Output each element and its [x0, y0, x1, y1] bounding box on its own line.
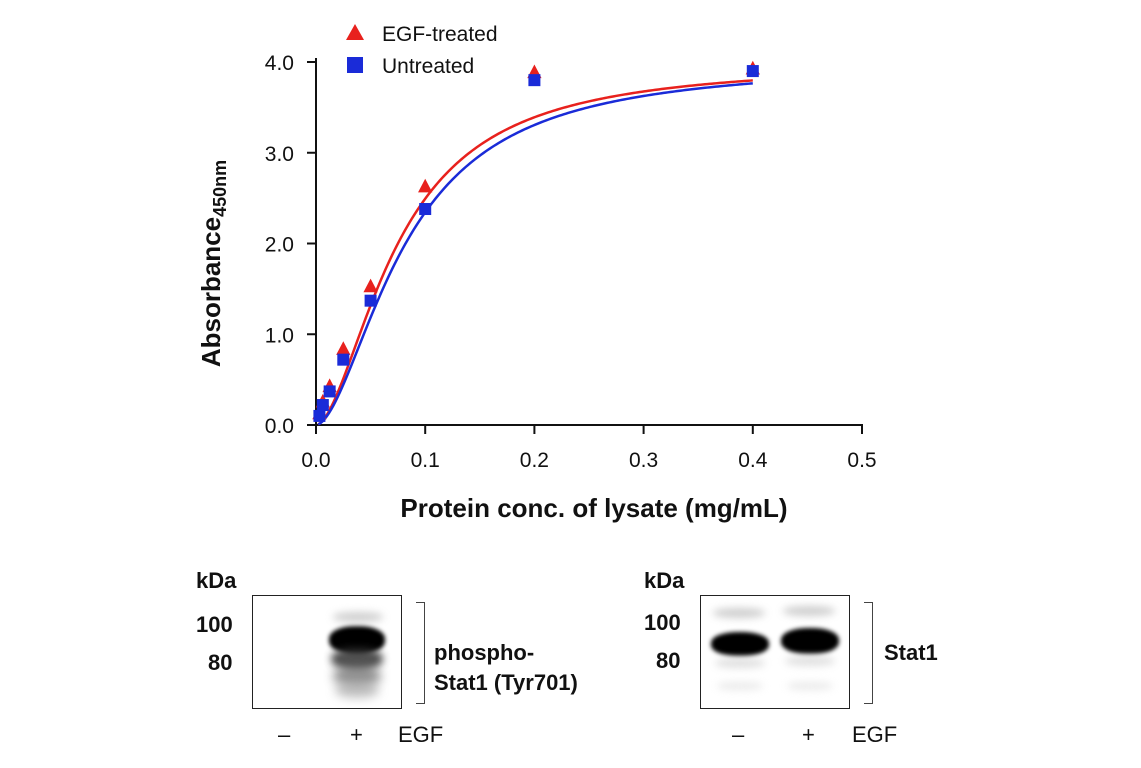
legend-label: Untreated	[382, 55, 474, 78]
band-top-left	[713, 608, 765, 618]
data-point-square	[316, 399, 329, 412]
x-tick-label: 0.0	[301, 449, 330, 472]
band-main-right	[781, 628, 839, 654]
band-lower-right	[785, 656, 835, 666]
data-point-triangle	[363, 278, 378, 293]
band-bottom-right	[787, 682, 833, 690]
lane-plus: +	[802, 722, 815, 747]
data-point-square	[337, 353, 350, 366]
chart-axes: 0.0 0.1 0.2 0.3 0.4 0.5 0.0 1.0 2.0 3.0 4.0 Protein…	[196, 52, 877, 523]
lane-minus: –	[732, 722, 745, 747]
treatment-label: EGF	[852, 722, 898, 747]
band-lower-left	[715, 658, 765, 668]
elisa-chart: 0.0 0.1 0.2 0.3 0.4 0.5 0.0 1.0 2.0 3.0 4.0 Protein…	[196, 23, 877, 523]
target-label-line1: Stat1	[884, 640, 938, 665]
data-point-triangle	[336, 341, 351, 355]
data-points	[312, 60, 760, 422]
band-smear-2	[333, 666, 381, 686]
y-tick-label: 2.0	[265, 234, 294, 257]
x-tick-label: 0.1	[411, 449, 440, 472]
series-egf-treated	[312, 60, 760, 420]
blot-bracket	[416, 602, 425, 704]
legend-marker-triangle	[346, 24, 364, 40]
x-tick-label: 0.2	[520, 449, 549, 472]
blot-image	[700, 595, 850, 709]
marker-80: 80	[656, 648, 681, 673]
band-main-left	[711, 632, 769, 656]
fit-curves	[317, 79, 753, 426]
data-point-square	[746, 65, 759, 78]
lane-minus: –	[278, 722, 291, 747]
target-label-line2: Stat1 (Tyr701)	[434, 670, 578, 695]
data-point-square	[528, 74, 541, 87]
x-tick-label: 0.3	[629, 449, 658, 472]
chart-legend: EGF-treated Untreated	[346, 23, 498, 78]
target-label-line1: phospho-	[434, 640, 535, 665]
data-point-square	[313, 409, 326, 422]
legend-label: EGF-treated	[382, 23, 498, 46]
data-point-square	[323, 385, 336, 398]
data-point-square	[364, 294, 377, 307]
kda-label: kDa	[644, 568, 685, 593]
y-axis-label: Absorbance450nm	[196, 160, 230, 367]
marker-100: 100	[644, 610, 681, 635]
lane-plus: +	[350, 722, 363, 747]
y-tick-label: 1.0	[265, 324, 294, 347]
band-top-faint	[333, 612, 383, 622]
data-point-square	[419, 203, 432, 216]
treatment-label: EGF	[398, 722, 444, 747]
band-smear-1	[331, 648, 383, 670]
x-tick-label: 0.4	[738, 449, 768, 472]
band-smear-3	[335, 682, 379, 698]
y-tick-label: 3.0	[265, 143, 294, 166]
marker-100: 100	[196, 612, 233, 637]
y-tick-label: 0.0	[265, 415, 294, 438]
x-axis-label: Protein conc. of lysate (mg/mL)	[400, 493, 787, 523]
kda-label: kDa	[196, 568, 237, 593]
data-point-triangle	[418, 178, 433, 193]
fit-curve-untreated	[317, 82, 753, 426]
x-tick-label: 0.5	[847, 449, 876, 472]
marker-80: 80	[208, 650, 233, 675]
blot-image	[252, 595, 402, 709]
legend-marker-square	[347, 57, 363, 73]
series-untreated	[313, 65, 759, 422]
band-top-right	[783, 606, 835, 616]
fit-curve-egf-treated	[317, 79, 753, 426]
band-bottom-left	[717, 682, 763, 690]
y-tick-label: 4.0	[265, 52, 294, 75]
blot-bracket	[864, 602, 873, 704]
